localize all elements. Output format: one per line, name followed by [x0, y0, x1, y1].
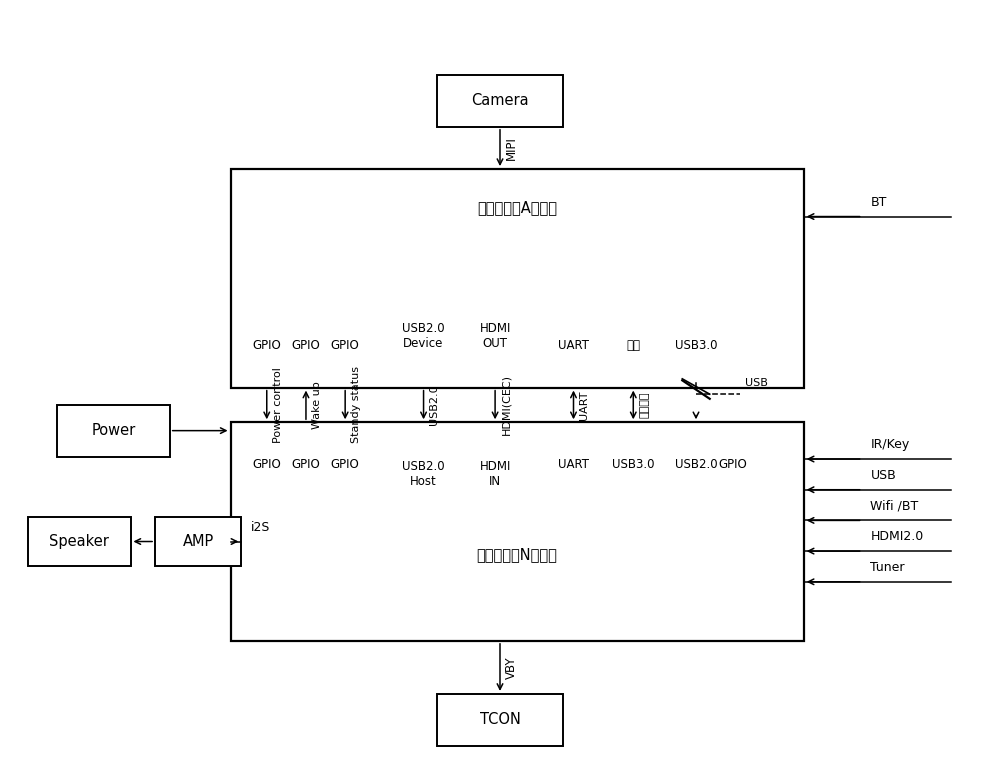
FancyBboxPatch shape [28, 517, 131, 566]
Text: USB2.0: USB2.0 [675, 458, 717, 471]
Text: USB3.0: USB3.0 [675, 339, 717, 352]
Text: USB2.0
Device: USB2.0 Device [402, 323, 445, 350]
Text: 网口: 网口 [626, 339, 640, 352]
Text: UART: UART [558, 458, 589, 471]
Text: GPIO: GPIO [292, 339, 320, 352]
Text: i2S: i2S [251, 521, 270, 534]
Text: MIPI: MIPI [505, 136, 518, 160]
Text: GPIO: GPIO [292, 458, 320, 471]
Text: HDMI(CEC): HDMI(CEC) [501, 374, 511, 435]
Text: GPIO: GPIO [719, 458, 748, 471]
Text: GPIO: GPIO [331, 339, 360, 352]
Text: Wifi /BT: Wifi /BT [870, 500, 919, 513]
Text: HDMI2.0: HDMI2.0 [870, 530, 924, 543]
FancyBboxPatch shape [230, 169, 804, 388]
Text: 第一芯片（A芯片）: 第一芯片（A芯片） [477, 200, 557, 215]
Text: GPIO: GPIO [331, 458, 360, 471]
Text: USB2.0
Host: USB2.0 Host [402, 460, 445, 488]
Text: 第二芯片（N芯片）: 第二芯片（N芯片） [477, 547, 558, 562]
Text: Tuner: Tuner [870, 561, 905, 574]
Text: UART: UART [558, 339, 589, 352]
Text: AMP: AMP [183, 534, 214, 549]
Text: VBY: VBY [505, 656, 518, 679]
Text: 千兆网口: 千兆网口 [639, 392, 649, 418]
Text: BT: BT [870, 196, 887, 209]
Text: UART: UART [579, 390, 589, 420]
Text: TCON: TCON [480, 713, 520, 727]
FancyBboxPatch shape [155, 517, 241, 566]
Text: Wake up: Wake up [312, 381, 322, 429]
Text: GPIO: GPIO [252, 458, 281, 471]
Text: USB: USB [745, 378, 768, 388]
FancyBboxPatch shape [230, 422, 804, 640]
FancyBboxPatch shape [437, 74, 563, 127]
FancyBboxPatch shape [437, 694, 563, 746]
Text: USB3.0: USB3.0 [612, 458, 655, 471]
Text: Speaker: Speaker [49, 534, 109, 549]
Text: Camera: Camera [471, 93, 529, 108]
Text: Standy status: Standy status [351, 366, 361, 443]
Text: Power control: Power control [273, 367, 283, 443]
Text: HDMI
IN: HDMI IN [479, 460, 511, 488]
Text: USB2.0: USB2.0 [429, 384, 439, 425]
Text: USB: USB [870, 469, 896, 482]
FancyBboxPatch shape [57, 405, 170, 456]
Text: Power: Power [91, 423, 136, 438]
Text: IR/Key: IR/Key [870, 438, 910, 451]
Text: HDMI
OUT: HDMI OUT [479, 323, 511, 350]
Text: GPIO: GPIO [252, 339, 281, 352]
